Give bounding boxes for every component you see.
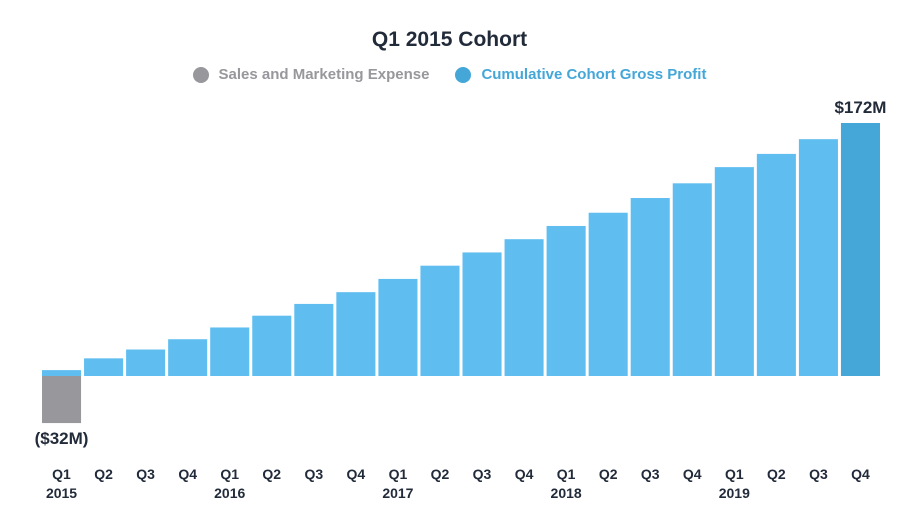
- bar-gross-profit-15: [672, 183, 712, 376]
- x-tick-label-quarter-5: Q2: [262, 466, 281, 482]
- bar-gross-profit-18: [798, 139, 838, 376]
- bar-gross-profit-14: [630, 198, 670, 376]
- x-tick-label-quarter-13: Q2: [599, 466, 618, 482]
- legend-item-sales-marketing: Sales and Marketing Expense: [192, 66, 430, 83]
- x-tick-label-quarter-14: Q3: [641, 466, 660, 482]
- bar-gross-profit-19: [840, 123, 880, 376]
- x-tick-label-year-16: 2019: [719, 485, 750, 501]
- legend-label-sales-marketing: Sales and Marketing Expense: [218, 66, 430, 83]
- x-tick-label-quarter-10: Q3: [473, 466, 492, 482]
- x-tick-label-quarter-0: Q1: [52, 466, 71, 482]
- x-tick-label-year-8: 2017: [382, 485, 413, 501]
- bar-gross-profit-12: [546, 225, 586, 376]
- x-tick-label-quarter-16: Q1: [725, 466, 744, 482]
- x-tick-label-year-12: 2018: [551, 485, 582, 501]
- chart-title: Q1 2015 Cohort: [371, 28, 528, 51]
- legend-item-gross-profit: Cumulative Cohort Gross Profit: [455, 66, 706, 83]
- x-tick-label-year-0: 2015: [46, 485, 77, 501]
- bar-gross-profit-10: [462, 252, 502, 376]
- bar-gross-profit-8: [378, 278, 418, 376]
- bar-gross-profit-2: [126, 349, 166, 376]
- bar-gross-profit-6: [294, 303, 334, 376]
- x-tick-label-quarter-12: Q1: [557, 466, 576, 482]
- x-tick-label-quarter-2: Q3: [136, 466, 155, 482]
- bar-gross-profit-11: [504, 239, 544, 376]
- bar-gross-profit-9: [420, 265, 460, 376]
- x-tick-label-year-4: 2016: [214, 485, 245, 501]
- x-tick-label-quarter-7: Q4: [347, 466, 366, 482]
- bar-gross-profit-5: [252, 315, 292, 376]
- data-label-1: $172M: [834, 98, 886, 117]
- x-tick-label-quarter-3: Q4: [178, 466, 197, 482]
- x-tick-label-quarter-11: Q4: [515, 466, 534, 482]
- x-tick-label-quarter-8: Q1: [389, 466, 408, 482]
- x-tick-label-quarter-6: Q3: [304, 466, 323, 482]
- bar-gross-profit-16: [714, 167, 754, 376]
- legend-swatch-gray-icon: [192, 66, 209, 83]
- x-tick-label-quarter-18: Q3: [809, 466, 828, 482]
- bar-gross-profit-3: [168, 339, 208, 376]
- bar-gross-profit-1: [84, 358, 124, 376]
- bar-gross-profit-17: [756, 153, 796, 376]
- data-label-0: ($32M): [35, 429, 89, 448]
- legend-label-gross-profit: Cumulative Cohort Gross Profit: [481, 66, 707, 83]
- x-tick-label-quarter-9: Q2: [431, 466, 450, 482]
- legend-swatch-blue-icon: [455, 66, 472, 83]
- x-tick-label-quarter-19: Q4: [851, 466, 870, 482]
- bar-gross-profit-4: [210, 327, 250, 376]
- bar-gross-profit-7: [336, 292, 376, 376]
- bar-expense-0: [42, 376, 82, 424]
- x-tick-label-quarter-4: Q1: [220, 466, 239, 482]
- x-tick-label-quarter-15: Q4: [683, 466, 702, 482]
- x-tick-label-quarter-17: Q2: [767, 466, 786, 482]
- x-tick-label-quarter-1: Q2: [94, 466, 113, 482]
- chart-legend: Sales and Marketing Expense Cumulative C…: [0, 66, 899, 83]
- bar-gross-profit-0: [42, 370, 82, 376]
- bar-gross-profit-13: [588, 212, 628, 376]
